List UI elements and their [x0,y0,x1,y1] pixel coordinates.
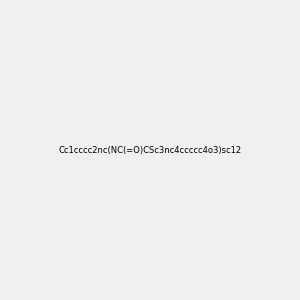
Text: Cc1cccc2nc(NC(=O)CSc3nc4ccccc4o3)sc12: Cc1cccc2nc(NC(=O)CSc3nc4ccccc4o3)sc12 [58,146,242,154]
